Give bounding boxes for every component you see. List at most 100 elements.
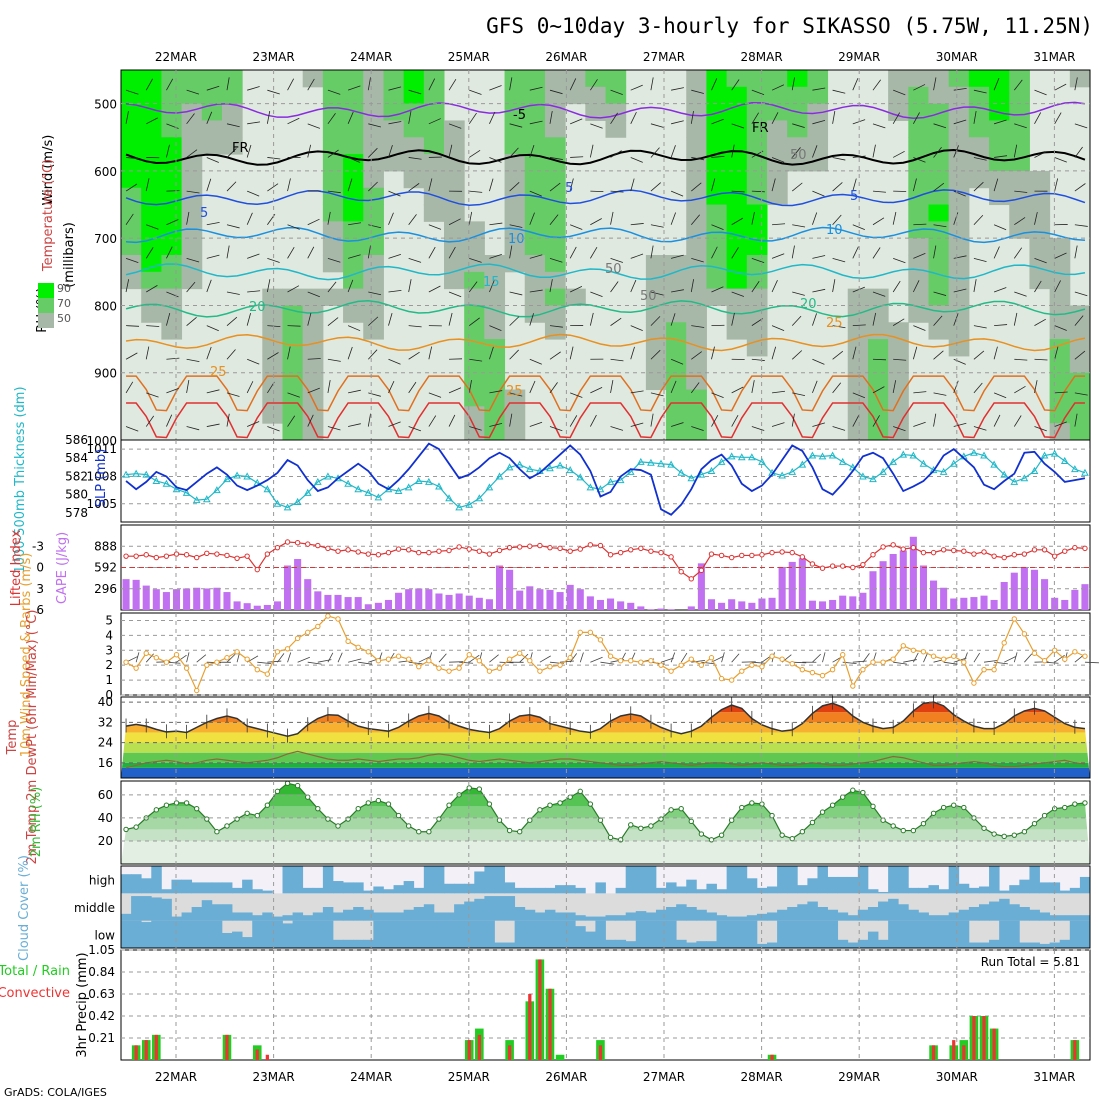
wind-barb [751,426,765,431]
isotherm-label: 10 [508,232,525,247]
wind-speed-marker [688,656,694,662]
lifted-index-marker [617,549,624,556]
wind-barb [589,144,594,158]
wind-speed-marker [1051,647,1058,653]
cloud-bar [1059,915,1071,921]
rh-cell [726,154,748,172]
rh-cell [726,322,748,340]
wind-barb [892,112,901,125]
temp-axis-label: 2m Temp 2m DewPt (6hr Min/Max) (°C) [25,610,40,865]
cloud-bar [1009,904,1020,921]
wind-barb [872,123,886,129]
cloud-bar [595,882,606,894]
rh-marker [920,820,927,827]
wind-speed-marker [506,656,513,662]
thickness-marker [909,451,918,459]
cloud-bar [282,866,293,894]
wind-barb [266,110,271,124]
rh-cell [686,322,707,340]
wind-barb [812,145,818,158]
wind-barb [912,280,920,293]
wind-speed-marker [365,649,371,655]
slp-tick-label: 1005 [86,497,117,511]
wind-barb [893,257,906,264]
wind-barb [973,382,983,394]
wind-barb [226,77,230,91]
rh-cell [403,86,425,105]
wind-barb [630,422,644,427]
cape-bar [818,601,827,610]
lifted-index-marker [527,543,533,549]
rh-cell [847,288,869,306]
rh-cell [867,339,889,357]
precip-convective-bar [972,1016,976,1060]
bottom-date-label: 26MAR [545,1070,587,1084]
cloud-bar [1079,876,1091,894]
thickness-marker [1010,477,1019,485]
rh-marker [789,835,795,842]
isotherm-line [126,226,1086,244]
rh-cell [888,70,909,88]
wind-barb [751,318,763,326]
lifted-index-marker [284,539,291,545]
wind-barb [368,181,378,192]
cloud-bar [777,866,788,894]
wind-barb [630,253,644,259]
cape-bar [384,599,393,610]
rh-cell [201,137,223,155]
cloud-bar [1059,890,1071,894]
rh-cell [1029,170,1051,189]
rh-cell [1029,204,1051,222]
wind-barb [247,121,261,125]
rh-cell [1069,70,1091,88]
wind-barb [852,392,866,399]
cloud-bar [302,915,314,921]
wind-speed-marker [466,652,472,658]
wind-barb [792,291,805,296]
rh-cell [363,221,384,239]
cloud-bar [908,920,919,948]
rh-cell [302,339,324,357]
cloud-bar [878,901,889,921]
cape-bar [243,603,251,610]
lifted-index-marker [375,552,382,558]
rh-cell [1029,255,1051,273]
rh-cell [948,187,970,206]
wind-barb [186,211,190,225]
rh-cell [645,339,667,357]
lifted-index-marker [991,553,997,559]
rh-cell [262,406,283,424]
lifted-index-marker [718,552,725,559]
wind-speed-marker [436,665,442,671]
rh-cell [544,137,566,155]
wind-barb [226,413,230,427]
cloud-bar [898,904,909,921]
wind-barb [650,291,664,296]
cape-tick-label: 888 [94,539,117,553]
wind-barb [327,190,341,194]
rh-marker [890,823,896,829]
wind-barb [549,279,553,293]
wind-barb [973,426,987,431]
thickness-marker [697,470,706,478]
wind-barb [731,247,739,259]
thickness-marker [213,486,221,494]
cloud-bar [938,915,950,921]
wind-barb [246,212,253,225]
cloud-bar [635,911,647,921]
rh-cell [787,70,808,88]
wind-barb [893,426,906,432]
cape-tick-label: 592 [94,561,117,575]
wind-barb [267,257,280,263]
rh-cell [423,70,445,88]
wind-barb [1054,157,1067,163]
cloud-bar [918,887,929,894]
surface-wind-barb [1054,654,1065,663]
cloud-bar [383,920,394,948]
cloud-bar [292,912,304,921]
rh-cell [968,86,990,105]
top-date-label: 22MAR [155,50,197,64]
wind-barb [226,123,240,128]
wind-barb [771,346,777,360]
precip-total-label: Total / Rain [0,964,70,979]
